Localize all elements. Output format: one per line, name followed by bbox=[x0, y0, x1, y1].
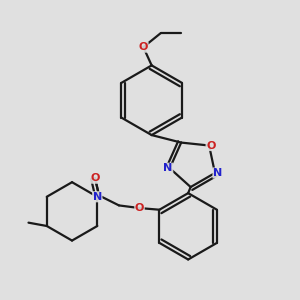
Text: N: N bbox=[164, 163, 173, 173]
Text: O: O bbox=[206, 140, 215, 151]
Text: N: N bbox=[213, 168, 222, 178]
Text: O: O bbox=[139, 42, 148, 52]
Text: O: O bbox=[135, 203, 144, 213]
Text: O: O bbox=[90, 173, 100, 183]
Text: N: N bbox=[93, 192, 102, 202]
